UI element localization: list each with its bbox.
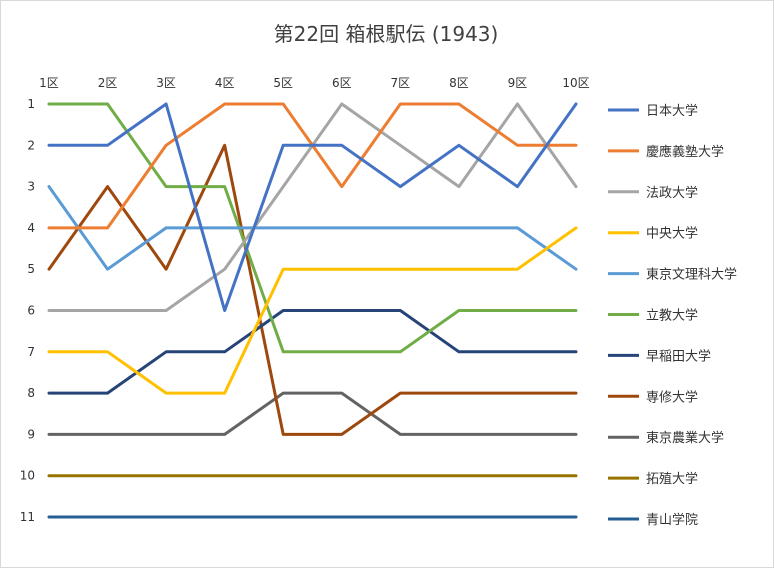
series-line-5: [47, 185, 578, 271]
x-tick-label: 2区: [98, 76, 118, 90]
legend-label: 中央大学: [646, 226, 698, 242]
x-tick-label: 4区: [215, 76, 235, 90]
series-line-6: [47, 102, 578, 354]
legend-label: 青山学院: [646, 512, 698, 528]
chart-title: 第22回 箱根駅伝 (1943): [273, 22, 499, 46]
x-tick-label: 9区: [508, 76, 528, 90]
legend: 日本大学慶應義塾大学法政大学中央大学東京文理科大学立教大学早稲田大学専修大学東京…: [608, 103, 737, 528]
legend-label: 日本大学: [646, 103, 698, 119]
series-line-9: [47, 391, 578, 436]
y-tick-label: 3: [27, 180, 35, 194]
x-tick-label: 1区: [39, 76, 59, 90]
legend-label: 法政大学: [646, 185, 698, 201]
x-tick-label: 8区: [449, 76, 469, 90]
y-tick-label: 8: [27, 386, 35, 400]
x-axis-ticks: 1区 2区 3区 4区 5区 6区 7区 8区 9区 10区: [39, 76, 589, 90]
x-tick-label: 3区: [156, 76, 176, 90]
y-tick-label: 5: [27, 262, 35, 276]
y-axis-ticks: 1 2 3 4 5 6 7 8 9 10 11: [20, 97, 35, 524]
x-tick-label: 6区: [332, 76, 352, 90]
series-lines: [47, 102, 578, 519]
y-tick-label: 2: [27, 138, 35, 152]
series-line-8: [47, 143, 578, 436]
y-tick-label: 4: [27, 221, 35, 235]
x-tick-label: 10区: [562, 76, 589, 90]
legend-label: 慶應義塾大学: [646, 144, 724, 160]
legend-label: 東京文理科大学: [646, 267, 737, 283]
legend-label: 専修大学: [646, 389, 698, 405]
x-tick-label: 7区: [391, 76, 411, 90]
series-line-4: [47, 226, 578, 395]
y-tick-label: 10: [20, 469, 35, 483]
y-tick-label: 7: [27, 345, 35, 359]
x-tick-label: 5区: [273, 76, 293, 90]
y-tick-label: 1: [27, 97, 35, 111]
series-line-1: [47, 102, 578, 312]
legend-label: 拓殖大学: [646, 471, 698, 487]
y-tick-label: 9: [27, 427, 35, 441]
y-tick-label: 11: [20, 510, 35, 524]
legend-label: 東京農業大学: [646, 430, 724, 446]
legend-label: 立教大学: [646, 308, 698, 324]
y-tick-label: 6: [27, 304, 35, 318]
series-line-2: [47, 102, 578, 230]
legend-label: 早稲田大学: [646, 348, 711, 364]
